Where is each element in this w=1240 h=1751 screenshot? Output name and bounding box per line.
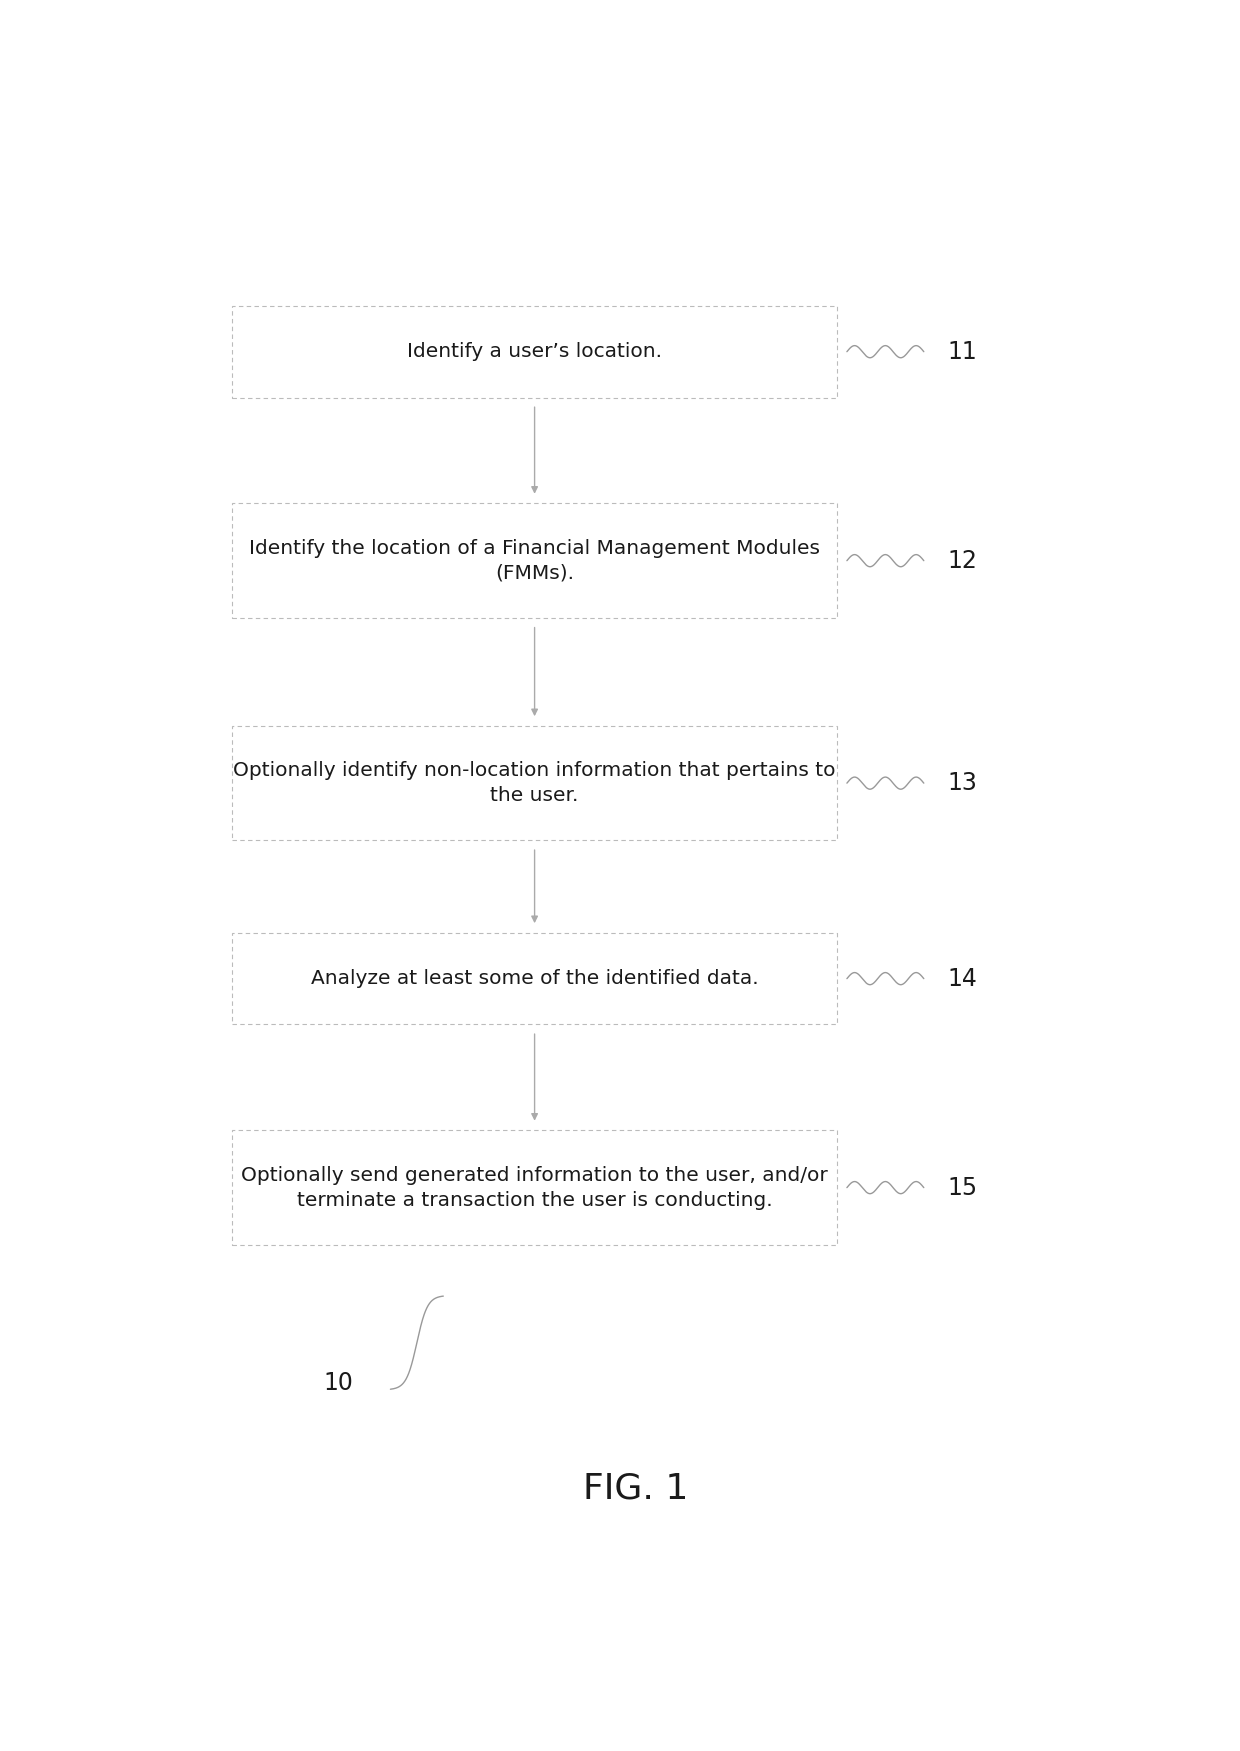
Text: 12: 12	[947, 548, 977, 573]
Text: Optionally send generated information to the user, and/or
terminate a transactio: Optionally send generated information to…	[242, 1166, 828, 1210]
Text: Identify the location of a Financial Management Modules
(FMMs).: Identify the location of a Financial Man…	[249, 539, 820, 583]
Text: Analyze at least some of the identified data.: Analyze at least some of the identified …	[311, 968, 759, 988]
FancyBboxPatch shape	[232, 727, 837, 840]
Text: 13: 13	[947, 770, 977, 795]
Text: FIG. 1: FIG. 1	[583, 1471, 688, 1506]
Text: Optionally identify non-location information that pertains to
the user.: Optionally identify non-location informa…	[233, 762, 836, 805]
Text: 14: 14	[947, 967, 977, 991]
FancyBboxPatch shape	[232, 1131, 837, 1245]
Text: 11: 11	[947, 340, 977, 364]
FancyBboxPatch shape	[232, 306, 837, 397]
FancyBboxPatch shape	[232, 933, 837, 1024]
FancyBboxPatch shape	[232, 503, 837, 618]
Text: 10: 10	[324, 1371, 353, 1396]
Text: 15: 15	[947, 1175, 978, 1199]
Text: Identify a user’s location.: Identify a user’s location.	[407, 341, 662, 361]
